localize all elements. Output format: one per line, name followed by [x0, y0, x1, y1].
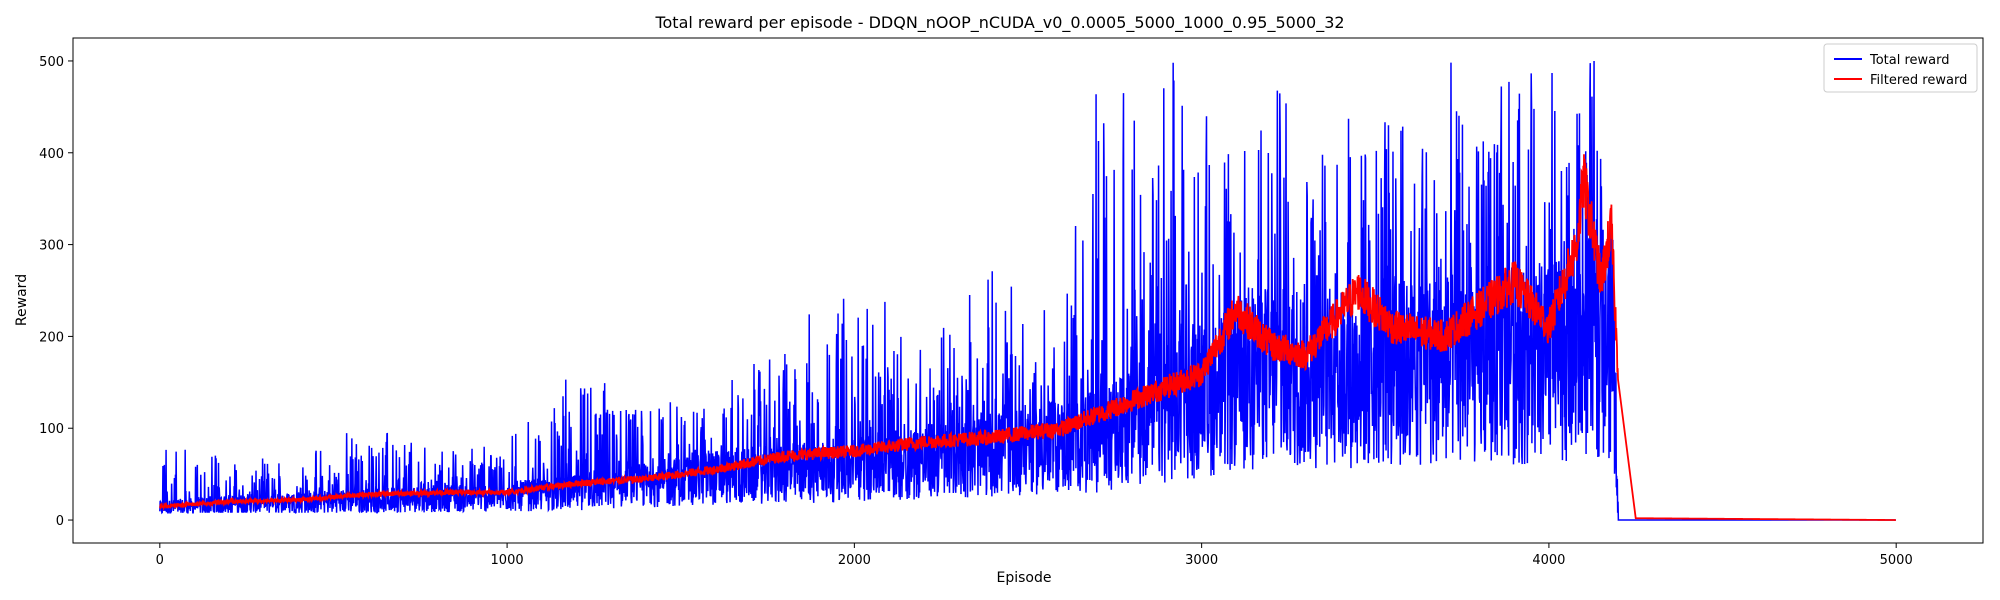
- y-tick-label: 400: [39, 147, 64, 162]
- x-axis-ticks: 0 1000 2000 3000 4000 5000: [156, 543, 1913, 568]
- x-tick-label: 2000: [838, 553, 871, 568]
- y-tick-label: 500: [39, 55, 64, 70]
- series-filtered-reward-line: [159, 154, 1896, 521]
- x-tick-label: 1000: [491, 553, 524, 568]
- x-tick-label: 3000: [1185, 553, 1218, 568]
- y-tick-label: 300: [39, 239, 64, 254]
- y-tick-label: 100: [39, 422, 64, 437]
- x-axis-label: Episode: [997, 570, 1052, 586]
- y-tick-label: 200: [39, 330, 64, 345]
- chart-title: Total reward per episode - DDQN_nOOP_nCU…: [654, 13, 1344, 33]
- y-axis-ticks: 0 100 200 300 400 500: [39, 55, 73, 529]
- plot-area: [159, 61, 1896, 521]
- y-tick-label: 0: [56, 514, 64, 529]
- y-axis-label: Reward: [14, 274, 30, 326]
- legend: Total reward Filtered reward: [1823, 43, 1978, 93]
- x-tick-label: 0: [156, 553, 164, 568]
- legend-label: Filtered reward: [1870, 73, 1967, 88]
- plot-frame: [72, 37, 1984, 544]
- x-tick-label: 4000: [1532, 553, 1565, 568]
- legend-box: [1823, 43, 1978, 93]
- series-total-reward-line: [159, 61, 1896, 521]
- x-tick-label: 5000: [1880, 553, 1913, 568]
- legend-label: Total reward: [1869, 53, 1950, 68]
